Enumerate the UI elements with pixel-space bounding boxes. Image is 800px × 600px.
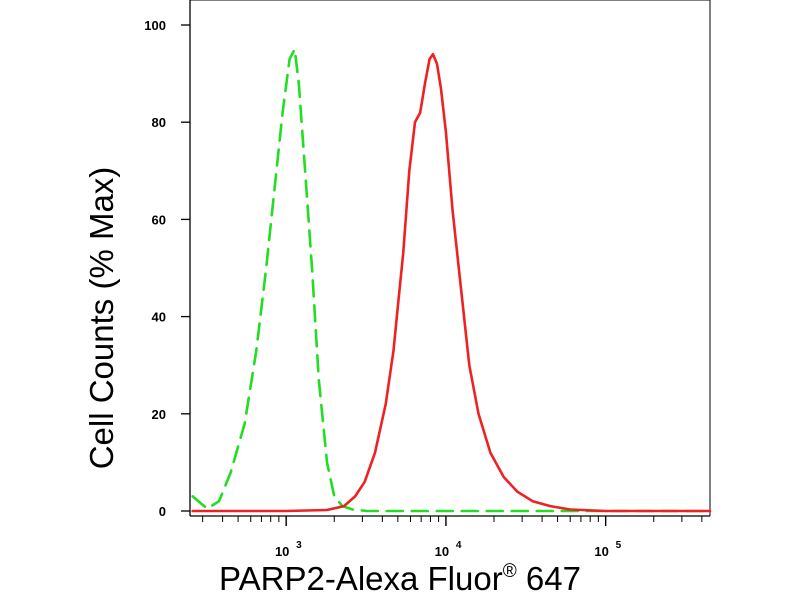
plot-area — [189, 0, 711, 517]
isotype-control-histogram-line — [191, 47, 712, 513]
x-tick-exponent: 4 — [456, 540, 462, 551]
parp2-histogram-line — [191, 52, 712, 513]
x-tick-label: 10 — [594, 544, 608, 559]
x-axis-title-text: PARP2-Alexa Fluor — [219, 560, 503, 597]
x-tick-label: 10 — [435, 544, 449, 559]
x-tick-exponent: 5 — [616, 540, 622, 551]
y-tick-label: 0 — [159, 504, 166, 519]
y-tick-label: 60 — [152, 212, 166, 227]
y-axis-title: Cell Counts (% Max) — [83, 166, 120, 470]
y-tick-label: 100 — [144, 18, 166, 33]
y-axis-title-container: Cell Counts (% Max) — [62, 0, 142, 600]
x-axis-title-mark: ® — [502, 561, 517, 582]
x-axis-title: PARP2-Alexa Fluor® 647 — [0, 560, 800, 598]
x-tick-exponent: 3 — [296, 540, 302, 551]
y-tick-label: 80 — [152, 115, 166, 130]
x-axis-ticks: 10 3 10 4 10 5 — [202, 516, 703, 559]
y-tick-label: 40 — [152, 310, 166, 325]
y-axis-ticks: 0 20 40 60 80 100 — [144, 18, 190, 519]
y-tick-label: 20 — [152, 407, 166, 422]
series-layer — [191, 47, 712, 513]
x-axis-title-suffix: 647 — [525, 560, 581, 597]
x-tick-label: 10 — [275, 544, 289, 559]
